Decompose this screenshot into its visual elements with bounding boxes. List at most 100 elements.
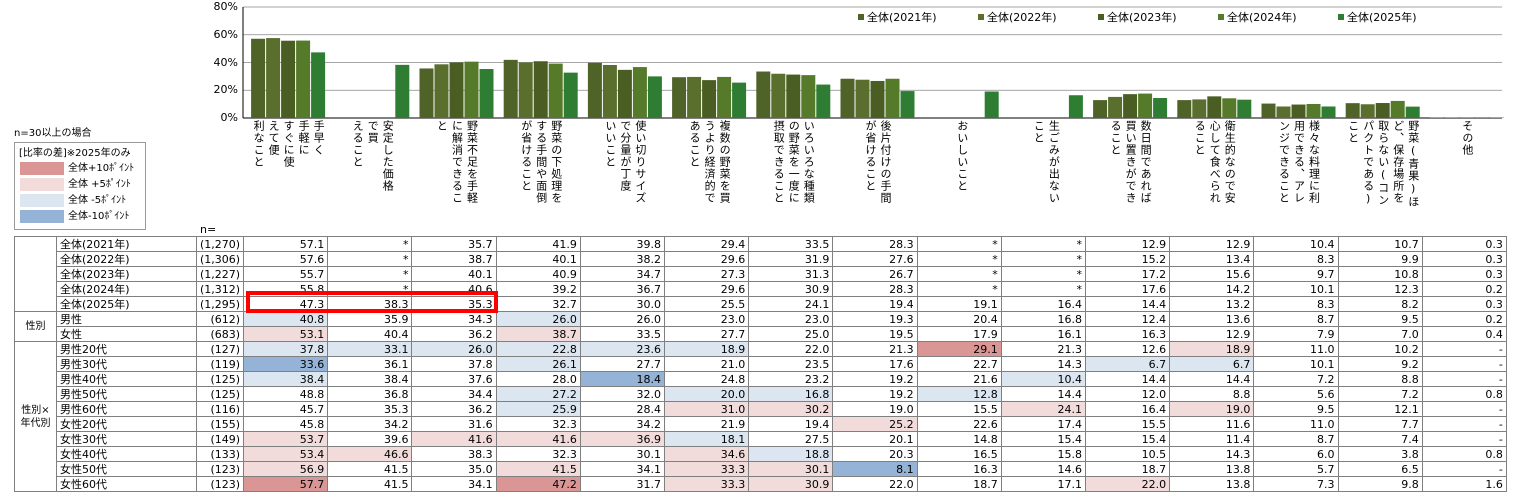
table-cell: 23.6 (580, 342, 664, 357)
row-label: 全体(2024年) (57, 282, 197, 297)
table-cell: 5.6 (1254, 387, 1338, 402)
y-tick-label: 20% (188, 83, 238, 96)
category-header-text: あること (687, 120, 701, 232)
table-cell: 9.2 (1338, 357, 1422, 372)
table-cell: 16.5 (917, 447, 1001, 462)
row-label: 女性20代 (57, 417, 197, 432)
bar (1192, 99, 1206, 118)
table-cell: 30.9 (749, 282, 833, 297)
table-cell: 30.9 (749, 477, 833, 492)
table-cell: 0.3 (1422, 297, 1506, 312)
bar (549, 64, 563, 118)
legend-item: 全体(2021年) (858, 9, 937, 25)
bar (801, 75, 815, 118)
table-cell: * (328, 237, 412, 252)
table-cell: 31.7 (580, 477, 664, 492)
table-cell: 22.0 (1085, 477, 1169, 492)
table-cell: 33.1 (328, 342, 412, 357)
row-label: 全体(2022年) (57, 252, 197, 267)
table-cell: * (917, 267, 1001, 282)
table-cell: 12.1 (1338, 402, 1422, 417)
category-header-text: 利なこと (251, 120, 265, 232)
table-cell: 15.5 (1085, 417, 1169, 432)
table-cell: 32.0 (580, 387, 664, 402)
table-cell: 7.4 (1338, 432, 1422, 447)
table-cell: * (328, 267, 412, 282)
table-cell: 36.2 (412, 402, 496, 417)
table-cell: 41.5 (328, 477, 412, 492)
category-header-text: 摂取できること (771, 120, 785, 232)
table-cell: 35.7 (412, 237, 496, 252)
category-header-text: こと (1031, 120, 1045, 232)
table-cell: 22.0 (749, 342, 833, 357)
bar (687, 77, 701, 118)
table-cell: 13.2 (1170, 297, 1254, 312)
row-n: (119) (197, 357, 244, 372)
table-cell: 10.2 (1338, 342, 1422, 357)
bar (886, 79, 900, 118)
table-cell: 18.1 (665, 432, 749, 447)
table-cell: 14.3 (1170, 447, 1254, 462)
table-cell: 38.3 (412, 447, 496, 462)
legend-item: 全体(2023年) (1098, 9, 1177, 25)
category-header-text: に解消できるこ (449, 120, 463, 232)
table-cell: 17.4 (1001, 417, 1085, 432)
legend-item: 全体(2024年) (1218, 9, 1297, 25)
table-cell: 13.4 (1170, 252, 1254, 267)
category-header-text: する手間や面倒 (534, 120, 548, 232)
bar (480, 69, 494, 118)
table-cell: 27.6 (833, 252, 917, 267)
table-cell: 26.0 (580, 312, 664, 327)
legend-item: 全体(2022年) (978, 9, 1057, 25)
table-cell: 41.6 (412, 432, 496, 447)
bar (1177, 100, 1191, 118)
bar (603, 65, 617, 118)
table-cell: 14.3 (1001, 357, 1085, 372)
table-cell: 24.8 (665, 372, 749, 387)
table-cell: 18.8 (749, 447, 833, 462)
bar (1237, 100, 1251, 118)
table-cell: 10.4 (1254, 237, 1338, 252)
table-cell: 23.2 (749, 372, 833, 387)
category-header: いろいろな種類の野菜を一度に摂取できること (751, 120, 835, 232)
category-header-text: 衛生的なので安 (1222, 120, 1236, 232)
table-cell: 36.7 (580, 282, 664, 297)
table-cell: 21.6 (917, 372, 1001, 387)
table-cell: 38.4 (328, 372, 412, 387)
category-header-text: の野菜を一度に (786, 120, 800, 232)
table-cell: 0.2 (1422, 312, 1506, 327)
category-header-text: ること (1192, 120, 1206, 232)
table-cell: 12.6 (1085, 342, 1169, 357)
table-cell: 14.4 (1001, 387, 1085, 402)
category-header-text: 野菜(青果)ほ (1406, 120, 1420, 232)
row-n: (155) (197, 417, 244, 432)
table-cell: * (1001, 252, 1085, 267)
table-cell: 27.2 (496, 387, 580, 402)
bar (702, 80, 716, 118)
table-cell: 24.1 (749, 297, 833, 312)
table-cell: - (1422, 402, 1506, 417)
table-cell: 12.0 (1085, 387, 1169, 402)
table-cell: 8.7 (1254, 312, 1338, 327)
table-cell: 33.3 (665, 462, 749, 477)
category-header-text: 後片付けの手間 (878, 120, 892, 232)
bar (1376, 103, 1390, 118)
category-header-text: おいしいこと (955, 120, 969, 232)
table-cell: 6.5 (1338, 462, 1422, 477)
bar (1361, 104, 1375, 118)
bar (311, 52, 325, 118)
bar (564, 73, 578, 118)
table-cell: 15.8 (1001, 447, 1085, 462)
y-tick-label: 0% (188, 111, 238, 124)
table-cell: 3.8 (1338, 447, 1422, 462)
table-cell: 26.7 (833, 267, 917, 282)
table-cell: 55.7 (244, 267, 328, 282)
y-tick-label: 60% (188, 28, 238, 41)
legend-swatch (1098, 14, 1104, 20)
table-cell: 8.2 (1338, 297, 1422, 312)
table-cell: 23.0 (665, 312, 749, 327)
category-header-text: えること (350, 120, 364, 232)
